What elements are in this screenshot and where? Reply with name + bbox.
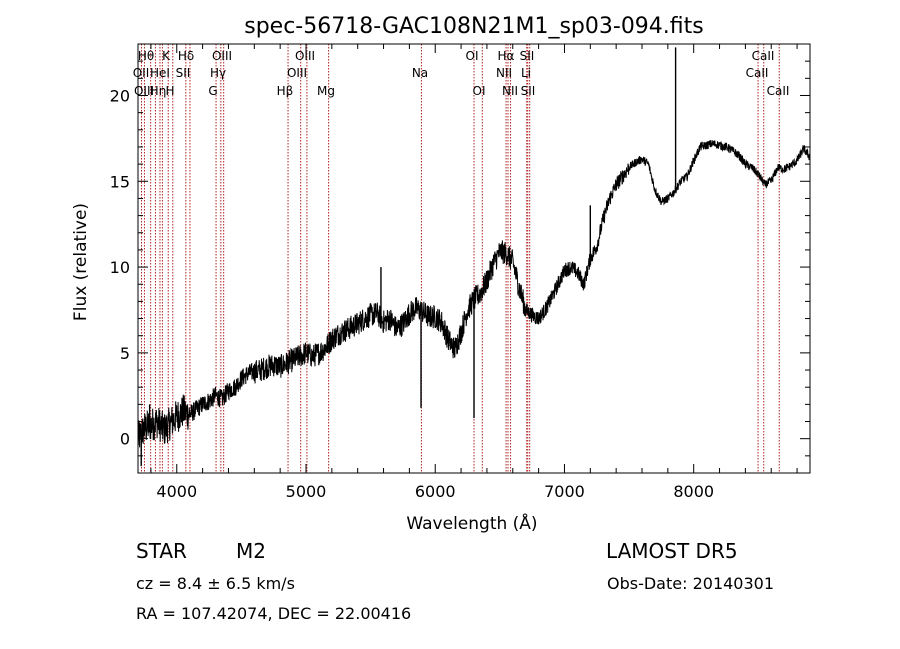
spectral-line-markers [140, 44, 780, 473]
line-label-sii: SII [521, 84, 536, 98]
x-tick-label: 6000 [415, 482, 456, 501]
line-label-oiii: OIII [134, 84, 154, 98]
x-tick-label: 4000 [156, 482, 197, 501]
x-axis-ticks: 4000 5000 6000 7000 8000 [150, 44, 798, 501]
spectral-line-labels: Hθ K Hδ OIII OIII OI Hα SII CaII OII HeI SII Hγ OIII N… [133, 49, 790, 98]
y-tick-label: 0 [120, 430, 130, 449]
line-label-hγ: Hγ [210, 66, 226, 80]
line-label-oi: OI [473, 84, 486, 98]
y-axis-ticks: 0 5 10 15 20 [110, 60, 810, 457]
line-label-li: Li [521, 66, 531, 80]
x-tick-label: 5000 [286, 482, 327, 501]
y-axis-label: Flux (relative) [71, 203, 91, 321]
observation-date: Obs-Date: 20140301 [607, 574, 774, 593]
line-label-hη: Hη [150, 84, 167, 98]
coordinates: RA = 107.42074, DEC = 22.00416 [136, 604, 411, 623]
line-label-h: H [165, 84, 174, 98]
line-label-sii: SII [176, 66, 191, 80]
x-tick-label: 7000 [544, 482, 585, 501]
line-label-g: G [208, 84, 217, 98]
line-label-oiii: OIII [295, 49, 315, 63]
line-label-mg: Mg [317, 84, 335, 98]
y-tick-label: 5 [120, 344, 130, 363]
survey-name: LAMOST DR5 [606, 539, 738, 563]
line-label-nii: NII [496, 66, 512, 80]
line-label-k: K [162, 49, 171, 63]
spectrum-series-line [137, 140, 811, 448]
spectrum-spikes [140, 47, 677, 467]
line-label-caii: CaII [752, 49, 775, 63]
line-label-caii: CaII [767, 84, 790, 98]
line-label-hθ: Hθ [138, 49, 154, 63]
line-label-nii: NII [502, 84, 518, 98]
chart-title: spec-56718-GAC108N21M1_sp03-094.fits [244, 14, 704, 39]
line-label-hβ: Hβ [277, 84, 294, 98]
line-label-hei: HeI [150, 66, 170, 80]
y-tick-label: 20 [110, 86, 130, 105]
object-subclass: M2 [236, 539, 266, 563]
x-axis-label: Wavelength (Å) [406, 512, 537, 534]
line-label-sii: SII [520, 49, 535, 63]
redshift-value: cz = 8.4 ± 6.5 km/s [136, 574, 295, 593]
y-tick-label: 15 [110, 172, 130, 191]
line-label-hδ: Hδ [178, 49, 194, 63]
object-class: STAR [136, 539, 187, 563]
line-label-oii: OII [133, 66, 150, 80]
line-label-oiii: OIII [287, 66, 307, 80]
y-tick-label: 10 [110, 258, 130, 277]
x-tick-label: 8000 [673, 482, 714, 501]
line-label-hα: Hα [498, 49, 515, 63]
line-label-oi: OI [466, 49, 479, 63]
line-label-oiii: OIII [212, 49, 232, 63]
plot-frame [137, 43, 811, 474]
line-label-na: Na [412, 66, 428, 80]
line-label-caii: CaII [746, 66, 769, 80]
